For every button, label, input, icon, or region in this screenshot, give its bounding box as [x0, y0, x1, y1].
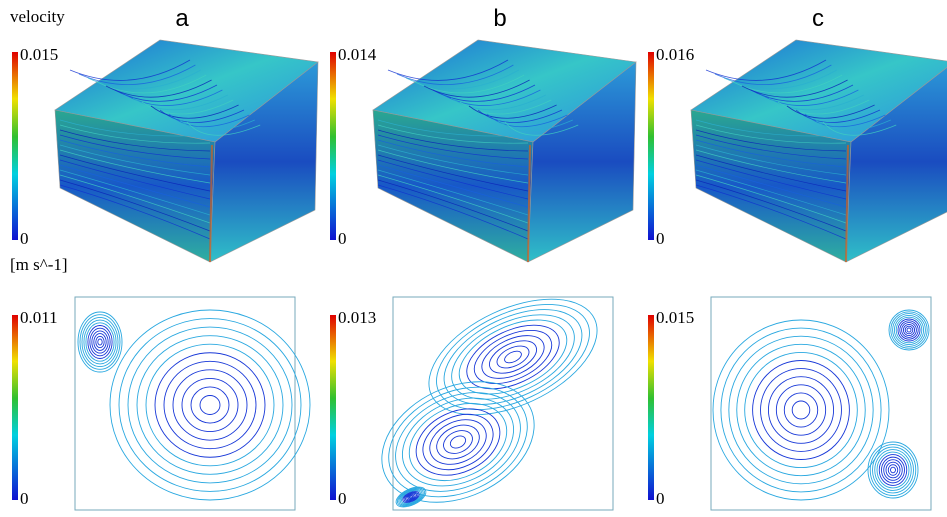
colorbar-min: 0 — [20, 229, 29, 248]
colorbar-min: 0 — [338, 229, 347, 248]
colorbar-min: 0 — [656, 229, 665, 248]
panel-label: a — [175, 5, 189, 32]
panels: a 0.015 0 0.011 0 b 0.014 0 0.013 0 c 0.016 0 0.015 0 — [12, 5, 947, 517]
colorbar-max: 0.011 — [20, 308, 58, 327]
panel-label: b — [493, 5, 506, 32]
colorbar-min: 0 — [338, 489, 347, 508]
colorbar-max: 0.016 — [656, 45, 694, 64]
colorbar — [12, 315, 18, 500]
colorbar — [648, 52, 654, 240]
colorbar-max: 0.015 — [20, 45, 58, 64]
colorbar — [12, 52, 18, 240]
colorbar — [330, 315, 336, 500]
colorbar — [330, 52, 336, 240]
unit-label: [m s^-1] — [10, 255, 68, 274]
colorbar-max: 0.014 — [338, 45, 377, 64]
figure: velocity [m s^-1] a 0.015 0 0.011 0 b 0.014 0 0.… — [0, 0, 947, 517]
quantity-label: velocity — [10, 7, 65, 26]
panel-label: c — [812, 5, 824, 32]
colorbar-max: 0.015 — [656, 308, 694, 327]
colorbar — [648, 315, 654, 500]
colorbar-min: 0 — [656, 489, 665, 508]
colorbar-max: 0.013 — [338, 308, 376, 327]
cross-section — [393, 297, 613, 510]
colorbar-min: 0 — [20, 489, 29, 508]
